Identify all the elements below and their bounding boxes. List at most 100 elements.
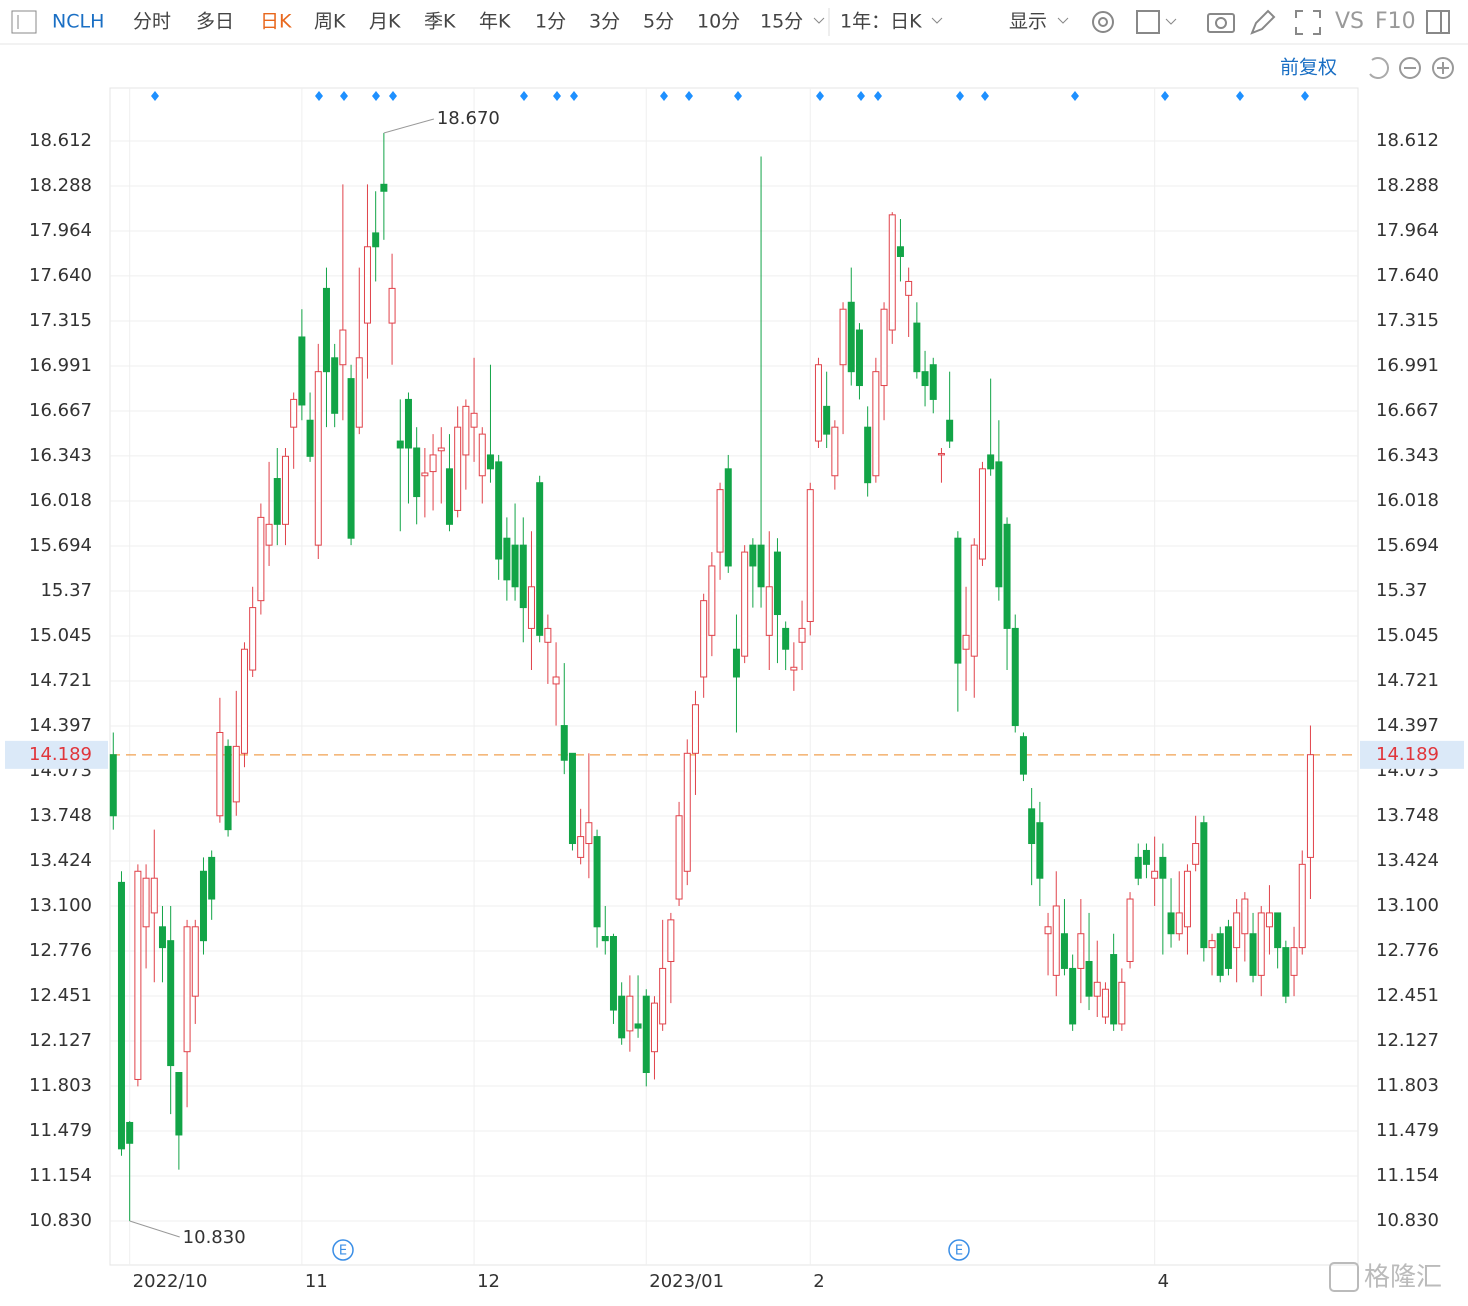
period-tab[interactable]: 季K: [424, 11, 456, 33]
candle-body: [741, 551, 749, 657]
event-diamond[interactable]: [389, 91, 397, 101]
period-tab[interactable]: 1分: [535, 11, 566, 33]
last-price-label-right: 14.189: [1376, 744, 1439, 765]
fullscreen-icon[interactable]: [1295, 10, 1321, 35]
candle-body: [609, 936, 617, 1011]
candle-body: [1003, 523, 1011, 629]
candle-body: [1036, 822, 1044, 879]
camera-icon[interactable]: [1207, 13, 1235, 33]
period-tab[interactable]: 周K: [314, 11, 346, 33]
max-pointer: [383, 118, 435, 134]
candle-body: [117, 881, 125, 1150]
candle-body: [847, 301, 855, 373]
event-diamond[interactable]: [734, 91, 742, 101]
pen-icon[interactable]: [1250, 9, 1276, 35]
candle-body: [1175, 912, 1183, 935]
draw-box-icon[interactable]: [1136, 10, 1160, 34]
last-price-box-right: [1360, 740, 1464, 769]
candle-body: [831, 426, 839, 477]
candle-body: [273, 478, 281, 525]
candle-body: [1290, 947, 1298, 976]
y2-tick-label: 16.667: [1376, 400, 1439, 421]
event-diamond[interactable]: [1161, 91, 1169, 101]
candle-body: [1052, 905, 1060, 976]
event-diamond[interactable]: [1301, 91, 1309, 101]
earnings-marker-label: E: [339, 1244, 347, 1259]
earnings-marker[interactable]: [948, 1239, 970, 1261]
candle-body: [249, 607, 257, 671]
zoom-out-icon[interactable]: [1399, 57, 1421, 79]
event-diamond[interactable]: [520, 91, 528, 101]
dropdown-arrow: [813, 17, 825, 24]
y-tick-label: 15.37: [40, 580, 92, 601]
event-diamond[interactable]: [857, 91, 865, 101]
candle-body: [937, 453, 945, 456]
event-diamond[interactable]: [372, 91, 380, 101]
event-diamond[interactable]: [1071, 91, 1079, 101]
sidebar-toggle[interactable]: [11, 10, 37, 34]
dropdown-arrow: [1165, 18, 1177, 25]
period-tab[interactable]: 3分: [589, 11, 620, 33]
watermark-text: 格隆汇: [1364, 1263, 1442, 1293]
event-diamond[interactable]: [874, 91, 882, 101]
zoom-in-icon[interactable]: [1432, 57, 1454, 79]
period-tab[interactable]: 月K: [369, 11, 401, 33]
candle-body: [1134, 856, 1142, 879]
y2-tick-label: 17.315: [1376, 310, 1439, 331]
candle-body: [691, 704, 699, 754]
candle-body: [199, 870, 207, 942]
period-tab[interactable]: 10分: [697, 11, 740, 33]
period-tab[interactable]: 年K: [479, 11, 511, 33]
event-diamond[interactable]: [1236, 91, 1244, 101]
candle-body: [142, 877, 150, 928]
y-tick-label: 13.424: [29, 850, 92, 871]
candle-body: [978, 468, 986, 560]
y2-tick-label: 15.045: [1376, 625, 1439, 646]
y-tick-label: 14.721: [29, 670, 92, 691]
reset-icon[interactable]: [1369, 57, 1389, 79]
settings-icon[interactable]: [1092, 11, 1114, 33]
candle-body: [634, 1023, 642, 1029]
vs-button[interactable]: VS: [1335, 9, 1364, 34]
candle-body: [905, 280, 913, 296]
event-diamond[interactable]: [553, 91, 561, 101]
adjust-select[interactable]: 前复权: [1280, 57, 1337, 79]
candle-body: [167, 940, 175, 1067]
earnings-marker-label: E: [955, 1244, 963, 1259]
f10-button[interactable]: F10: [1375, 9, 1416, 34]
candle-body: [757, 544, 765, 588]
event-diamond[interactable]: [151, 91, 159, 101]
min-label: 10.830: [183, 1227, 246, 1248]
y2-tick-label: 16.018: [1376, 490, 1439, 511]
period-tab[interactable]: 日K: [260, 11, 292, 33]
candle-body: [601, 936, 609, 942]
period-tab[interactable]: 15分: [760, 11, 803, 33]
symbol[interactable]: NCLH: [52, 11, 104, 33]
event-diamond[interactable]: [660, 91, 668, 101]
period-tab[interactable]: 分时: [133, 11, 171, 33]
event-diamond[interactable]: [570, 91, 578, 101]
period-tab[interactable]: 5分: [643, 11, 674, 33]
event-diamond[interactable]: [981, 91, 989, 101]
candle-body: [1216, 933, 1224, 976]
period-tab[interactable]: 多日: [196, 11, 234, 33]
candle-body: [1126, 898, 1134, 962]
candle-body: [1265, 912, 1273, 928]
range-select[interactable]: 1年：日K: [840, 11, 922, 33]
event-diamond[interactable]: [315, 91, 323, 101]
event-diamond[interactable]: [956, 91, 964, 101]
candle-body: [322, 287, 330, 373]
candle-body: [1085, 960, 1093, 997]
candle-body: [134, 870, 142, 1080]
event-diamond[interactable]: [340, 91, 348, 101]
event-diamond[interactable]: [816, 91, 824, 101]
y-tick-label: 16.991: [29, 355, 92, 376]
y2-tick-label: 11.479: [1376, 1120, 1439, 1141]
display-menu[interactable]: 显示: [1009, 11, 1047, 33]
event-diamond[interactable]: [685, 91, 693, 101]
dropdown-arrow: [1057, 17, 1069, 24]
panel-toggle[interactable]: [1426, 10, 1450, 34]
max-label: 18.670: [437, 108, 500, 129]
earnings-marker[interactable]: [332, 1239, 354, 1261]
